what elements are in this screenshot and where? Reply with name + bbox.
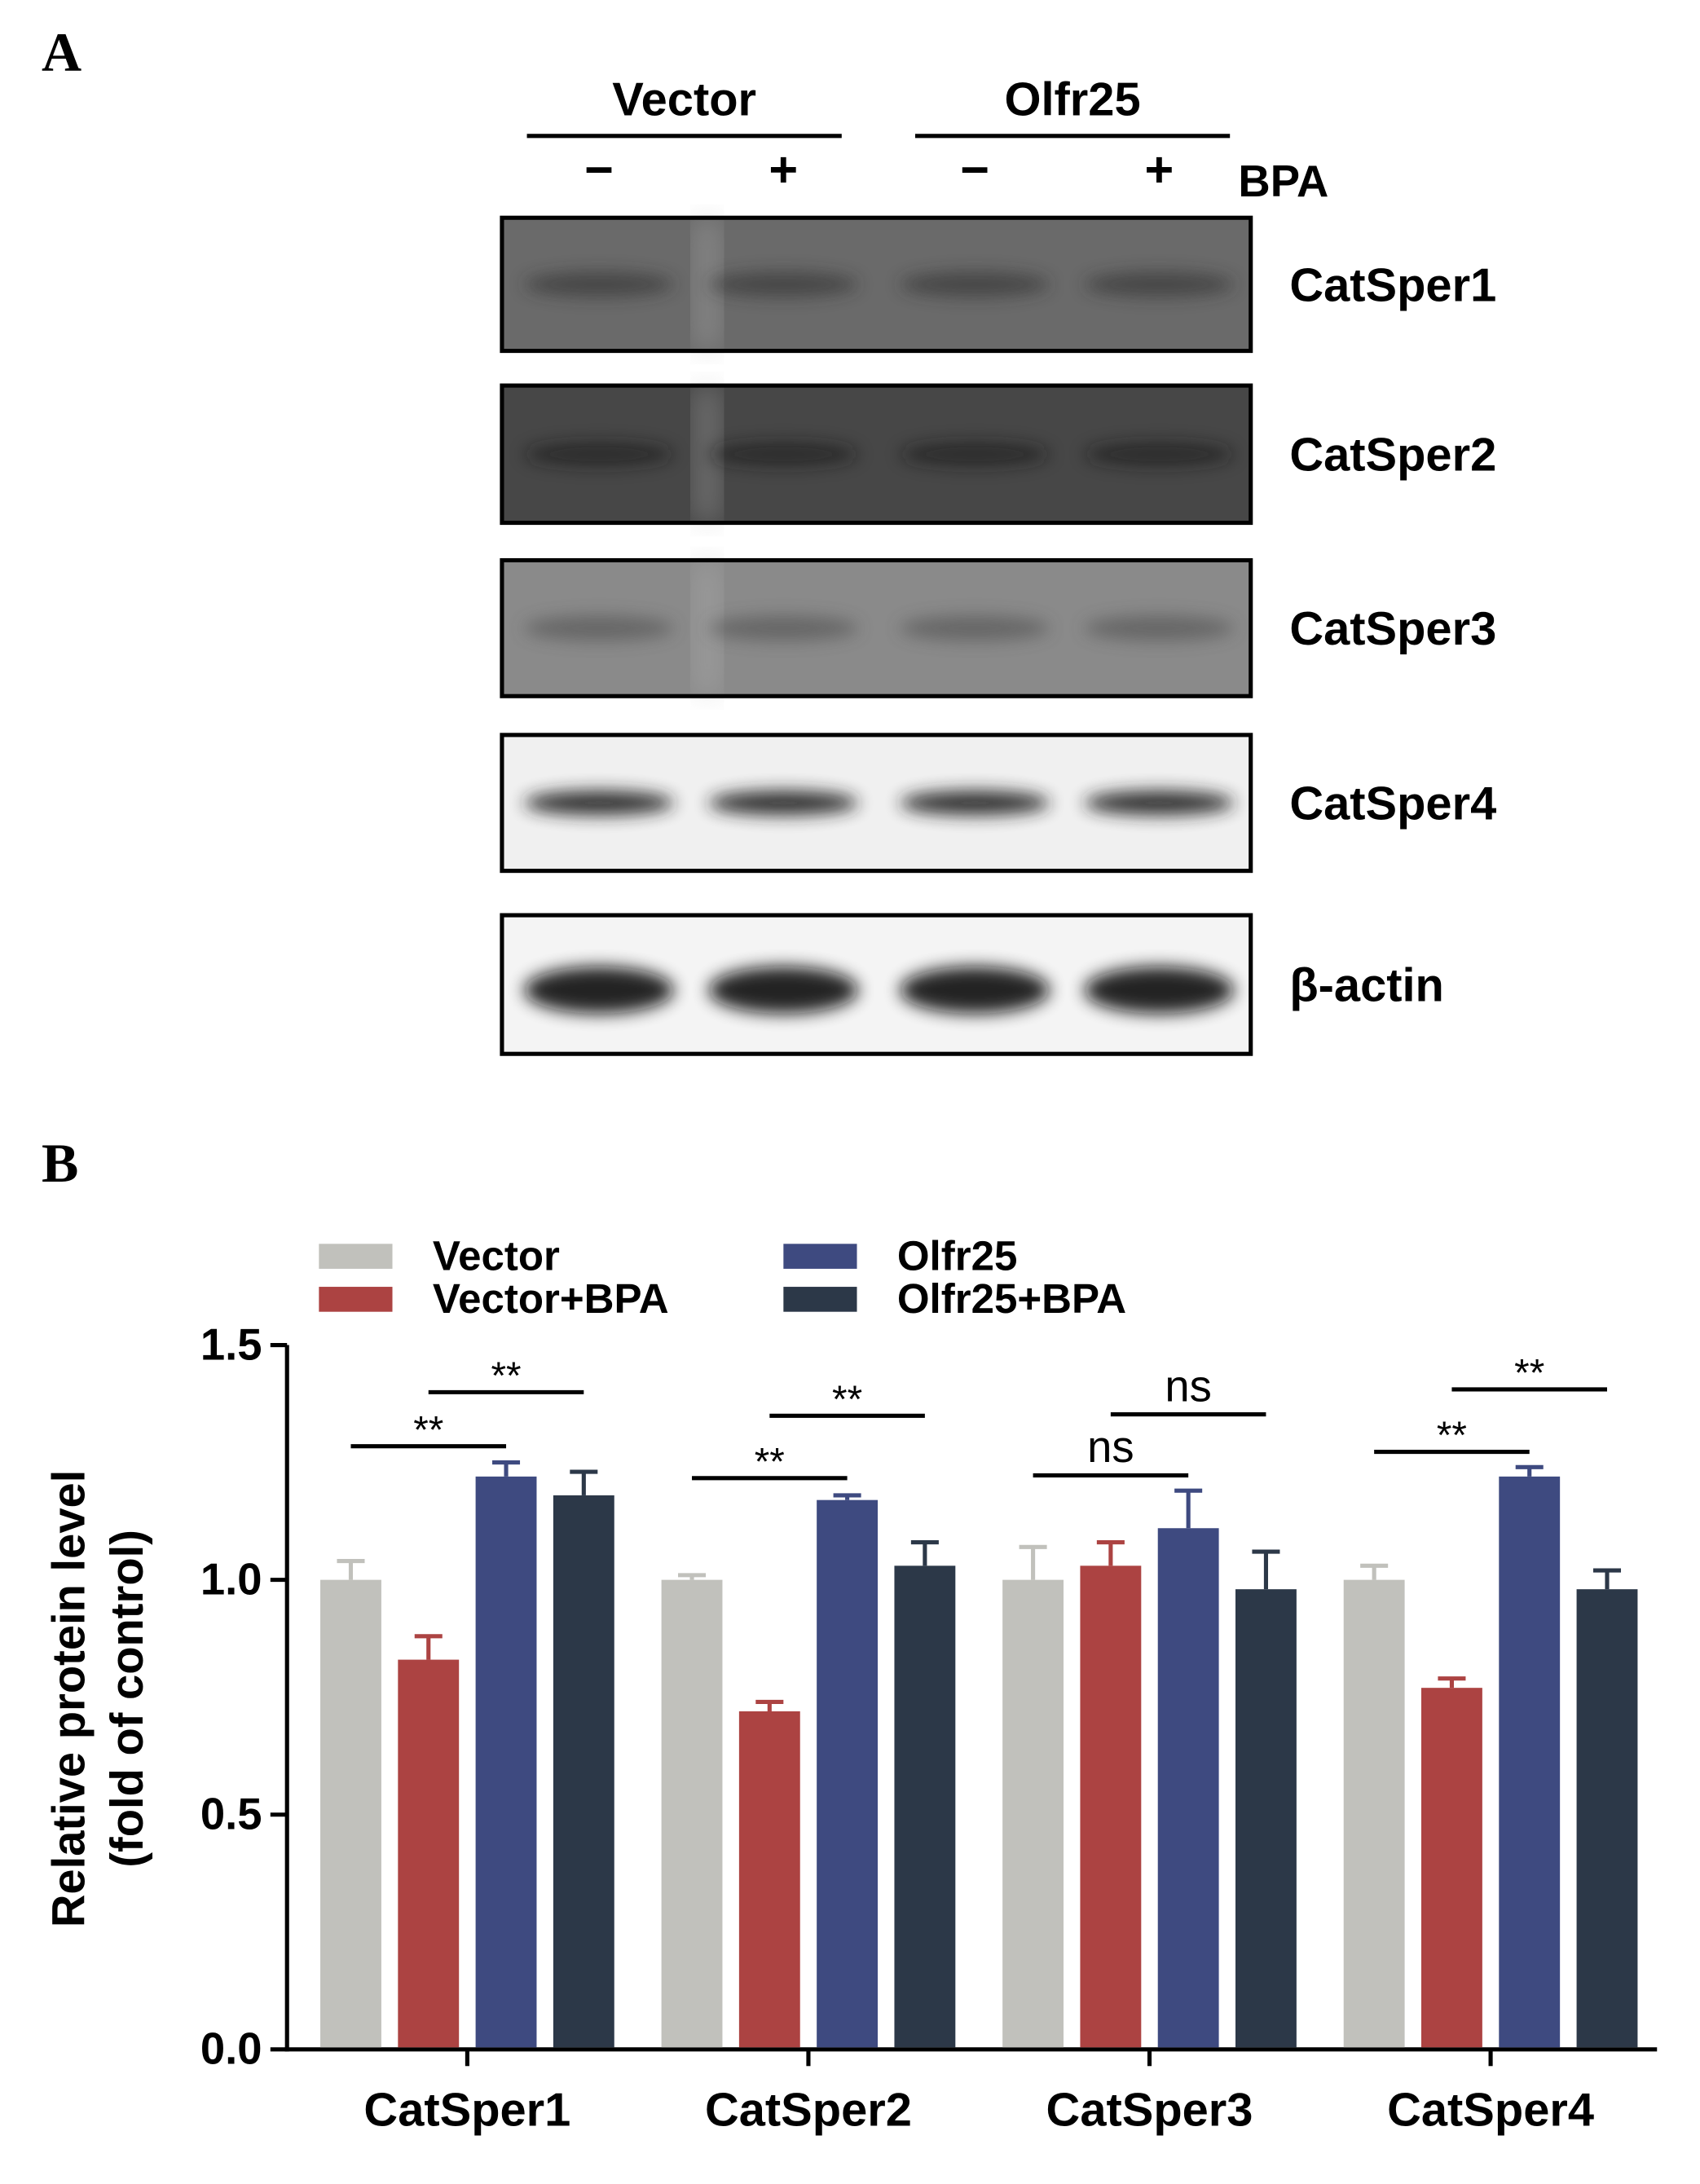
blot-band (900, 271, 1050, 297)
significance-label: ** (1437, 1414, 1467, 1457)
y-axis-title: (fold of control) (101, 1530, 152, 1868)
legend-swatch (319, 1244, 393, 1269)
blot-label: CatSper4 (1289, 778, 1496, 830)
bar (1235, 1589, 1297, 2048)
significance-label: ** (413, 1408, 443, 1451)
blot-band (524, 442, 674, 467)
blot-frame (500, 215, 1253, 354)
blot-band (900, 967, 1050, 1014)
legend-label: Olfr25 (897, 1233, 1017, 1279)
blot-band (708, 271, 859, 297)
significance-label: ** (491, 1354, 521, 1398)
significance-label: ** (755, 1440, 785, 1483)
x-tick-label: CatSper1 (363, 2084, 570, 2136)
blot-band (524, 967, 674, 1014)
legend-label: Vector (433, 1233, 560, 1279)
blot-row (500, 383, 1253, 526)
blot-band (708, 615, 859, 641)
bar (1157, 1528, 1219, 2048)
blot-band (900, 790, 1050, 816)
bar (894, 1565, 956, 2048)
bar (738, 1711, 800, 2048)
blot-row (500, 557, 1253, 698)
blot-band (708, 967, 859, 1014)
group-label: Olfr25 (1005, 73, 1141, 125)
treatment-sign: − (960, 142, 989, 197)
treatment-name: BPA (1238, 156, 1328, 206)
treatment-sign: − (584, 142, 614, 197)
bar (553, 1495, 614, 2048)
legend-swatch (783, 1244, 857, 1269)
x-tick-label: CatSper2 (705, 2084, 912, 2136)
blot-label: CatSper2 (1289, 429, 1496, 482)
bar (1343, 1579, 1405, 2048)
x-tick-label: CatSper4 (1387, 2084, 1594, 2136)
y-tick-label: 0.0 (200, 2024, 262, 2074)
group-label: Vector (612, 73, 756, 125)
blot-row (500, 215, 1253, 354)
bar (320, 1579, 381, 2048)
blot-label: CatSper1 (1289, 259, 1496, 311)
bar (1002, 1579, 1064, 2048)
y-tick-label: 1.0 (200, 1554, 262, 1604)
blot-band (1084, 967, 1235, 1014)
blot-band (1084, 442, 1235, 467)
significance-label: ns (1165, 1361, 1212, 1411)
blot-band (1084, 790, 1235, 816)
x-tick-label: CatSper3 (1046, 2084, 1253, 2136)
blot-row (500, 733, 1253, 874)
blot-frame (500, 913, 1253, 1056)
significance-label: ns (1087, 1422, 1134, 1472)
bar (398, 1659, 460, 2048)
blot-frame (500, 733, 1253, 874)
blot-band (708, 790, 859, 816)
blot-band (524, 271, 674, 297)
blot-frame (500, 383, 1253, 526)
legend-swatch (319, 1287, 393, 1312)
treatment-sign: + (1145, 142, 1174, 197)
panel-label: A (42, 21, 81, 83)
bar (1499, 1476, 1561, 2048)
blot-band (900, 615, 1050, 641)
blot-band (708, 442, 859, 467)
bar (817, 1499, 879, 2048)
blot-frame (500, 557, 1253, 698)
legend-swatch (783, 1287, 857, 1312)
legend-label: Olfr25+BPA (897, 1275, 1126, 1322)
y-axis-title: Relative protein level (42, 1470, 94, 1927)
significance-label: ** (832, 1378, 862, 1421)
panel-label: B (42, 1132, 78, 1194)
blot-band (1084, 615, 1235, 641)
blot-band (900, 442, 1050, 467)
y-tick-label: 1.5 (200, 1319, 262, 1369)
bar (661, 1579, 723, 2048)
legend-label: Vector+BPA (433, 1275, 669, 1322)
western-blot (500, 215, 1253, 1056)
significance-label: ** (1514, 1352, 1544, 1395)
bar (1080, 1565, 1142, 2048)
bar (1421, 1688, 1482, 2048)
blot-label: CatSper3 (1289, 603, 1496, 655)
blot-band (1084, 271, 1235, 297)
blot-band (524, 615, 674, 641)
y-tick-label: 0.5 (200, 1790, 262, 1839)
blot-band (524, 790, 674, 816)
blot-row (500, 913, 1253, 1056)
blot-label: β-actin (1289, 960, 1444, 1012)
treatment-sign: + (769, 142, 798, 197)
bar (1576, 1589, 1638, 2048)
bar (475, 1476, 537, 2048)
